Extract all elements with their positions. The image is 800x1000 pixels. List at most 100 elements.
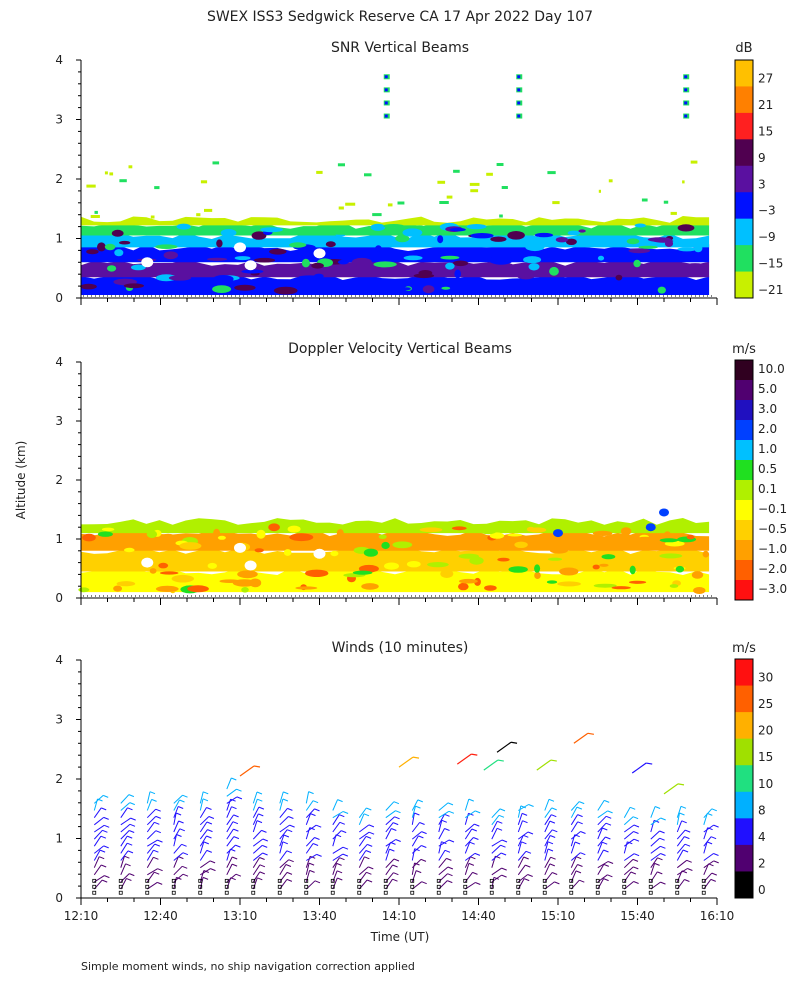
doppler-texture-blob [155, 585, 179, 593]
doppler-texture-blob [675, 565, 685, 573]
doppler-colorbar-swatch [735, 380, 753, 401]
wind-barb-flag [632, 816, 639, 820]
wind-barb-flag [657, 857, 663, 861]
wind-barb-flag [418, 835, 424, 839]
doppler-colorbar-label: 3.0 [758, 402, 777, 416]
wind-barb-flag [316, 824, 322, 828]
wind-barb-flag [336, 862, 342, 866]
wind-barb-shaft [570, 864, 578, 876]
wind-calm-marker [648, 884, 653, 889]
wind-barb-shaft [517, 835, 524, 847]
snr-texture-blob [207, 257, 228, 261]
wind-barb-flag [684, 843, 691, 847]
wind-calm-marker [118, 878, 123, 883]
wind-barb-flag [549, 820, 556, 824]
snr-texture-blob [107, 265, 117, 272]
wind-barb-flag [257, 798, 263, 802]
wind-barb-flag [233, 814, 239, 818]
snr-texture-blob [80, 289, 96, 293]
wind-barb-flag [577, 821, 583, 825]
wind-barb-shaft [305, 870, 311, 883]
wind-calm-marker [330, 884, 335, 889]
wind-barb-shaft [305, 800, 314, 811]
snr-texture-blob [337, 259, 349, 265]
wind-barb-flag [605, 836, 611, 840]
wind-barb-shaft [385, 810, 396, 819]
wind-calm-marker [277, 890, 282, 895]
doppler-colorbar-swatch [735, 540, 753, 561]
wind-barb-shaft [676, 843, 686, 854]
wind-calm-marker [489, 890, 494, 895]
winds-colorbar-swatch [735, 659, 753, 687]
wind-barb-flag [391, 828, 397, 831]
doppler-texture-blob [458, 582, 469, 591]
wind-barb-flag [523, 834, 529, 838]
wind-barb-flag [711, 808, 717, 812]
wind-barb-elevated-flag [510, 741, 518, 744]
doppler-texture-blob [691, 571, 704, 579]
winds-x-tick-label: 14:40 [461, 909, 496, 923]
snr-y-tick-label: 3 [55, 113, 63, 127]
wind-calm-marker [171, 878, 176, 883]
doppler-texture-blob [330, 550, 339, 557]
wind-barb-shaft [279, 816, 289, 826]
snr-texture-blob [86, 249, 99, 255]
wind-barb-shaft [544, 799, 550, 811]
wind-barb-flag [682, 849, 689, 853]
wind-barb-shaft [703, 836, 712, 847]
wind-barb-shaft [200, 860, 211, 869]
wind-barb-flag [101, 864, 107, 868]
wind-barb-flag [680, 805, 687, 809]
wind-barb-flag [527, 874, 533, 877]
wind-barb-flag [525, 850, 532, 854]
doppler-texture-blob [83, 577, 97, 582]
snr-texture-blob [375, 245, 382, 252]
wind-barb-shaft [385, 828, 392, 840]
snr-panel: SNR Vertical Beams dB 27211593−3−9−15−21… [55, 40, 783, 305]
wind-barb-shaft [438, 850, 446, 861]
snr-texture-blob [657, 286, 666, 294]
wind-barb-shaft [703, 860, 714, 869]
doppler-texture-blob [592, 564, 600, 570]
wind-barb-flag [310, 855, 316, 859]
wind-barb-shaft [93, 849, 101, 861]
winds-colorbar-label: 25 [758, 697, 773, 711]
wind-barb-flag [633, 853, 640, 857]
winds-colorbar-swatch [735, 844, 753, 872]
wind-barb-flag [500, 844, 506, 848]
doppler-texture-blob [483, 546, 502, 551]
snr-texture-blob [351, 257, 372, 267]
wind-barb-flag [604, 799, 610, 803]
snr-y-tick-label: 1 [55, 232, 63, 246]
wind-barb-flag [473, 837, 479, 840]
doppler-colorbar-swatch [735, 360, 753, 381]
wind-barb-flag [203, 791, 209, 795]
wind-barb-flag [633, 831, 639, 834]
wind-barb-flag [262, 838, 268, 842]
doppler-texture-blob [693, 587, 706, 594]
snr-colorbar-label: −9 [758, 230, 776, 244]
wind-barb-flag [660, 853, 666, 856]
wind-barb-shaft [332, 814, 340, 826]
wind-barb-shaft [120, 850, 129, 861]
wind-barb-flag [606, 815, 612, 819]
wind-barb-shaft [465, 810, 476, 819]
wind-barb-flag [501, 839, 508, 843]
snr-upper-echo-core [517, 101, 521, 105]
wind-barb-flag [129, 873, 135, 877]
wind-barb-shaft [517, 813, 523, 825]
wind-barb-shaft [464, 813, 469, 825]
wind-barb-shaft [358, 807, 367, 818]
wind-barb-flag [179, 828, 185, 832]
winds-y-axis: 0 1 2 3 4 [55, 653, 718, 905]
wind-barb-flag [475, 810, 481, 814]
snr-texture-blob [241, 269, 264, 274]
wind-barb-shaft [650, 837, 660, 847]
doppler-texture-blob [620, 527, 632, 536]
snr-texture-blob [413, 225, 426, 230]
wind-barb-shaft [597, 864, 605, 876]
snr-texture-blob [234, 256, 251, 261]
doppler-texture-blob [113, 585, 122, 592]
wind-barb-flag [125, 863, 131, 867]
